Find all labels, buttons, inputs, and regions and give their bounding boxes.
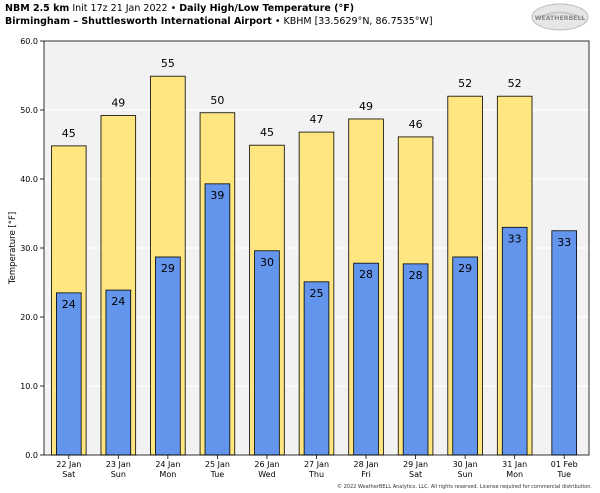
low-temp-label: 33 bbox=[557, 236, 571, 249]
y-tick-label: 20.0 bbox=[20, 313, 38, 322]
low-temp-label: 33 bbox=[508, 232, 522, 245]
x-tick-day: Thu bbox=[308, 470, 324, 479]
separator: • bbox=[274, 16, 281, 27]
init-time: Init 17z 21 Jan 2022 bbox=[72, 3, 168, 14]
separator: • bbox=[170, 3, 177, 14]
high-temp-label: 46 bbox=[409, 118, 423, 131]
high-temp-label: 50 bbox=[210, 94, 224, 107]
low-temp-bar bbox=[303, 281, 330, 456]
logo-text: WEATHERBELL bbox=[535, 15, 586, 22]
x-tick-day: Mon bbox=[159, 470, 176, 479]
x-tick-day: Sat bbox=[409, 470, 422, 479]
low-temp-label: 24 bbox=[62, 298, 76, 311]
x-tick-date: 22 Jan bbox=[56, 460, 81, 469]
chart-header: NBM 2.5 km Init 17z 21 Jan 2022 • Daily … bbox=[5, 2, 525, 28]
low-temp-bar bbox=[254, 250, 280, 456]
weatherbell-logo: WEATHERBELL bbox=[531, 3, 589, 31]
low-temp-bar bbox=[204, 183, 231, 456]
x-tick-date: 01 Feb bbox=[551, 460, 578, 469]
x-tick-date: 31 Jan bbox=[502, 460, 527, 469]
low-temp-label: 24 bbox=[111, 295, 125, 308]
chart-title: Daily High/Low Temperature (°F) bbox=[179, 3, 355, 14]
low-temp-label: 30 bbox=[260, 256, 274, 269]
x-tick-day: Sun bbox=[111, 470, 126, 479]
x-tick-day: Wed bbox=[258, 470, 275, 479]
high-temp-label: 52 bbox=[508, 77, 522, 90]
station-info: KBHM [33.5629°N, 86.7535°W] bbox=[283, 16, 433, 27]
x-tick-day: Fri bbox=[361, 470, 371, 479]
x-tick-date: 24 Jan bbox=[155, 460, 180, 469]
x-tick-day: Mon bbox=[506, 470, 523, 479]
low-temp-bar bbox=[353, 262, 379, 456]
low-temp-label: 25 bbox=[310, 287, 324, 300]
x-tick-day: Tue bbox=[210, 470, 225, 479]
high-temp-label: 49 bbox=[111, 97, 125, 110]
y-tick-label: 30.0 bbox=[20, 244, 38, 253]
y-tick-label: 50.0 bbox=[20, 106, 38, 115]
low-temp-bar bbox=[155, 256, 181, 456]
x-tick-date: 26 Jan bbox=[254, 460, 279, 469]
low-temp-bar bbox=[501, 226, 528, 456]
x-tick-day: Sun bbox=[458, 470, 473, 479]
y-tick-label: 40.0 bbox=[20, 175, 38, 184]
low-temp-label: 29 bbox=[161, 262, 175, 275]
y-axis-label: Temperature [°F] bbox=[8, 212, 18, 285]
high-temp-label: 45 bbox=[260, 126, 274, 139]
header-line-2: Birmingham – Shuttlesworth International… bbox=[5, 15, 525, 28]
low-temp-bar bbox=[55, 292, 82, 456]
x-tick-date: 27 Jan bbox=[304, 460, 329, 469]
low-temp-bar bbox=[551, 230, 578, 456]
low-temp-label: 28 bbox=[359, 268, 373, 281]
location-name: Birmingham – Shuttlesworth International… bbox=[5, 16, 272, 27]
x-tick-date: 29 Jan bbox=[403, 460, 428, 469]
copyright-notice: © 2022 WeatherBELL Analytics, LLC. All r… bbox=[337, 484, 592, 490]
x-tick-day: Sat bbox=[62, 470, 75, 479]
high-temp-label: 52 bbox=[458, 77, 472, 90]
low-temp-label: 29 bbox=[458, 262, 472, 275]
high-temp-label: 49 bbox=[359, 100, 373, 113]
low-temp-label: 28 bbox=[409, 269, 423, 282]
low-temp-bar bbox=[402, 263, 429, 456]
low-temp-bar bbox=[105, 289, 132, 456]
high-temp-label: 55 bbox=[161, 57, 175, 70]
high-temp-label: 45 bbox=[62, 127, 76, 140]
low-temp-label: 39 bbox=[210, 189, 224, 202]
x-tick-date: 28 Jan bbox=[354, 460, 379, 469]
y-tick-label: 0.0 bbox=[25, 451, 38, 460]
y-tick-label: 10.0 bbox=[20, 382, 38, 391]
low-temp-bar bbox=[452, 256, 478, 456]
x-tick-date: 30 Jan bbox=[453, 460, 478, 469]
y-tick-label: 60.0 bbox=[20, 37, 38, 46]
x-tick-day: Tue bbox=[556, 470, 571, 479]
header-line-1: NBM 2.5 km Init 17z 21 Jan 2022 • Daily … bbox=[5, 2, 525, 15]
x-tick-date: 25 Jan bbox=[205, 460, 230, 469]
model-name: NBM 2.5 km bbox=[5, 3, 70, 14]
high-temp-label: 47 bbox=[310, 113, 324, 126]
x-tick-date: 23 Jan bbox=[106, 460, 131, 469]
